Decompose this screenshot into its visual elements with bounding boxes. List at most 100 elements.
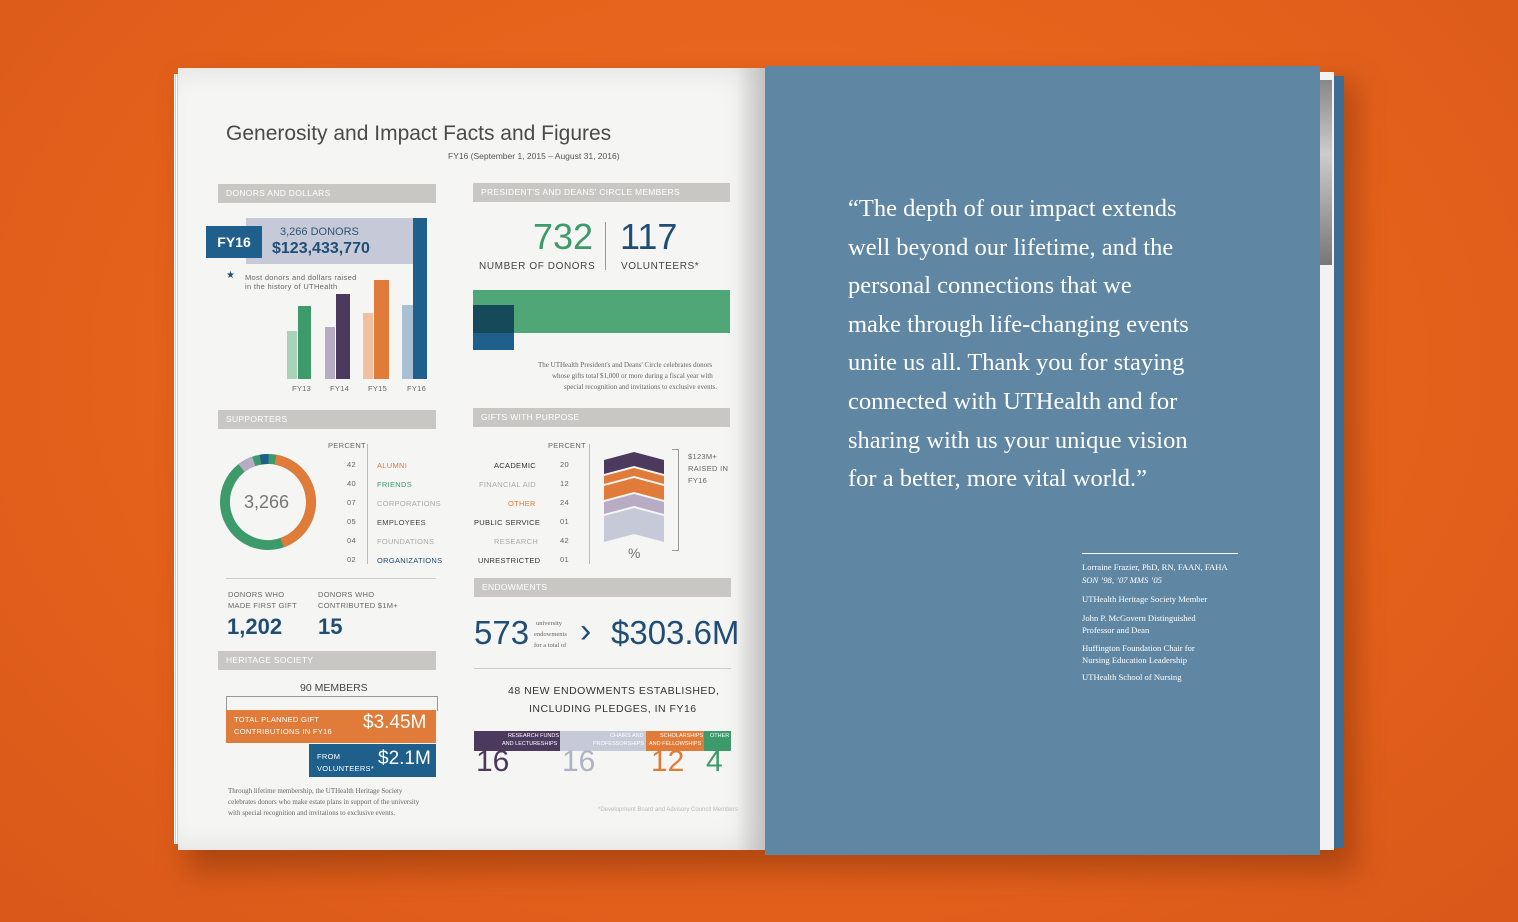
endowments-header: ENDOWMENTS [474, 578, 731, 597]
quote-line: make through life-changing events [848, 310, 1189, 338]
supporter-label: FOUNDATIONS [377, 537, 435, 546]
supporter-label: ORGANIZATIONS [377, 556, 443, 565]
circle-donors-number: 732 [533, 216, 594, 257]
gifts-bracket [672, 449, 679, 551]
gift-pct: 20 [560, 460, 569, 469]
quote-line: well beyond our lifetime, and the [848, 233, 1174, 261]
supporters-donut [220, 453, 316, 550]
million-label1: DONORS WHO [318, 590, 375, 599]
endow-cat-label: AND FELLOWSHIPS [649, 741, 702, 747]
star-icon: ★ [226, 270, 235, 281]
pull-quote: “The depth of our impact extends well be… [848, 190, 1268, 499]
bar-fy14-b [336, 294, 350, 379]
bar-fy15-b [374, 280, 389, 379]
next-page-photo [1320, 80, 1332, 265]
endowments-footnote: *Development Board and Advisory Council … [598, 807, 738, 813]
vol-label1: FROM [317, 752, 341, 761]
author-name: Lorraine Frazier, PhD, RN, FAAN, FAHA [1082, 562, 1228, 572]
supporter-pct: 40 [347, 479, 356, 488]
supporters-header: SUPPORTERS [218, 410, 436, 429]
chevron-stack-icon [604, 452, 664, 542]
raised-line3: FY16 [688, 476, 708, 485]
endow-cat-label: AND LECTURESHIPS [502, 741, 558, 747]
author-role: Nursing Education Leadership [1082, 655, 1188, 665]
bar-fy16-a [402, 305, 413, 379]
author-role: UTHealth School of Nursing [1082, 672, 1182, 682]
gift-pct: 42 [560, 536, 569, 545]
supporter-pct: 42 [347, 460, 356, 469]
new-endowments-line1: 48 NEW ENDOWMENTS ESTABLISHED, [508, 685, 720, 697]
quote-line: for a better, more vital world.” [848, 465, 1148, 493]
volunteer-gift-box [309, 744, 436, 777]
endowments-rule [474, 668, 731, 669]
donors-note-line1: Most donors and dollars raised [245, 273, 357, 282]
endowments-count: 573 [474, 614, 530, 651]
gift-label: PUBLIC SERVICE [474, 518, 541, 527]
circle-volunteers-number: 117 [620, 216, 678, 257]
supporter-label: CORPORATIONS [377, 499, 441, 508]
author-role: Huffington Foundation Chair for [1082, 643, 1195, 653]
supporter-label: FRIENDS [377, 480, 413, 489]
heritage-caption-line1: Through lifetime membership, the UTHealt… [228, 787, 403, 795]
quote-line: connected with UTHealth and for [848, 387, 1178, 415]
circle-green-bar [473, 290, 730, 333]
endow-cat-label: OTHER [710, 733, 730, 739]
first-gift-label2: MADE FIRST GIFT [228, 601, 297, 610]
year-label: FY15 [368, 384, 388, 393]
circle-caption-line3: special recognition and invitations to e… [564, 383, 717, 391]
endow-cat-num: 16 [476, 745, 510, 778]
gift-label: FINANCIAL AID [479, 480, 536, 489]
endow-cat-label: RESEARCH FUNDS [508, 733, 560, 739]
bar-fy13-a [287, 331, 297, 379]
page-title: Generosity and Impact Facts and Figures [226, 122, 612, 145]
endow-cat-num: 12 [651, 745, 685, 778]
endow-cat-label: PROFESSORSHIPS [593, 741, 645, 747]
gift-pct: 01 [560, 555, 569, 564]
circle-overlap-block [473, 305, 514, 333]
vol-label2: VOLUNTEERS* [317, 764, 375, 773]
endow-cat-bar [560, 731, 646, 751]
first-gift-label1: DONORS WHO [228, 590, 285, 599]
heritage-caption-line3: with special recognition and invitations… [228, 809, 396, 817]
endow-cat-label: CHAIRS AND [610, 733, 644, 739]
supporters-rule [226, 578, 436, 579]
bar-fy16-b [413, 218, 427, 379]
gifts-percent-label: PERCENT [548, 441, 586, 450]
circle-donors-label: NUMBER OF DONORS [479, 261, 596, 272]
donors-count: 3,266 DONORS [280, 226, 359, 238]
planned-gift-box [226, 710, 436, 743]
fy16-banner [246, 218, 414, 264]
gift-pct: 01 [560, 517, 569, 526]
donut-center: 3,266 [244, 492, 290, 512]
chevron-right-icon: › [580, 612, 592, 650]
dollars-total: $123,433,770 [272, 240, 370, 257]
circle-volunteers-label: VOLUNTEERS* [621, 261, 700, 272]
raised-line2: RAISED IN [688, 464, 729, 473]
planned-label2: CONTRIBUTIONS IN FY16 [234, 727, 332, 736]
circle-header: PRESIDENT'S AND DEANS' CIRCLE MEMBERS [473, 183, 730, 202]
supporter-pct: 04 [347, 536, 356, 545]
donors-note-line2: in the history of UTHealth [245, 282, 338, 291]
million-value: 15 [318, 614, 343, 639]
endowments-mid2: endowments [534, 631, 567, 638]
supporter-label: EMPLOYEES [377, 518, 426, 527]
endow-cat-bar [646, 731, 704, 751]
endow-cat-num: 4 [706, 745, 723, 778]
author-degrees: SON ’98, ’07 MMS ’05 [1082, 575, 1162, 585]
first-gift-value: 1,202 [227, 614, 283, 639]
raised-line1: $123M+ [688, 452, 718, 461]
endow-cat-num: 16 [562, 745, 596, 778]
heritage-header: HERITAGE SOCIETY [218, 651, 436, 670]
author-role: John P. McGovern Distinguished [1082, 613, 1196, 623]
bar-fy14-a [325, 327, 335, 379]
planned-label1: TOTAL PLANNED GIFT [234, 715, 320, 724]
gift-label: ACADEMIC [494, 461, 536, 470]
bar-fy15-a [363, 313, 373, 379]
quote-line: sharing with us your unique vision [848, 426, 1188, 454]
endow-cat-bar [474, 731, 560, 751]
gift-pct: 12 [560, 479, 569, 488]
page-subtitle: FY16 (September 1, 2015 – August 31, 201… [448, 151, 620, 161]
supporter-pct: 02 [347, 555, 356, 564]
heritage-members: 90 MEMBERS [300, 682, 368, 694]
vol-value: $2.1M [378, 748, 431, 769]
